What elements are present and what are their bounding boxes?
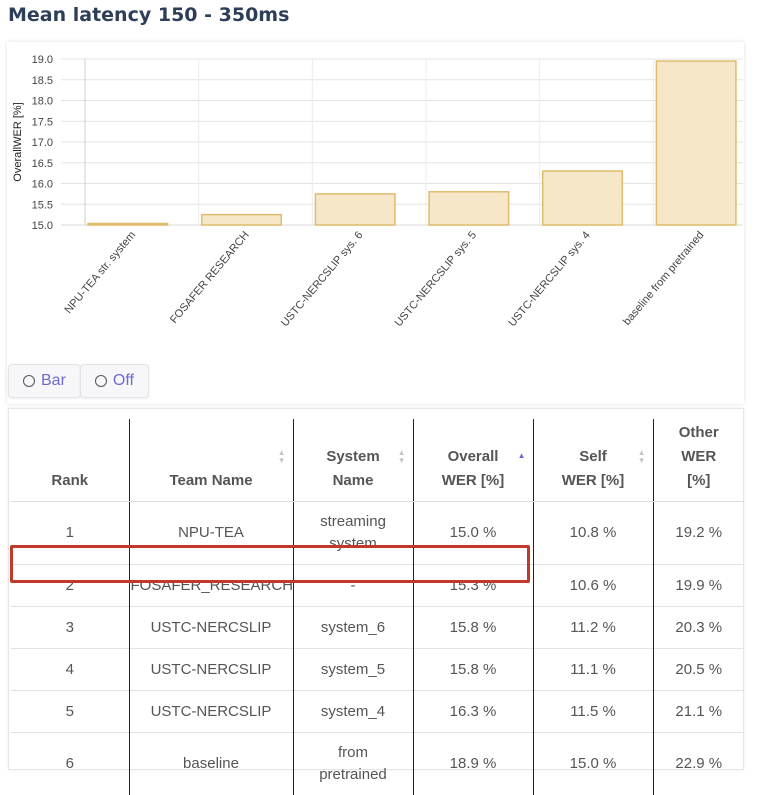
cell-rank: 2	[11, 565, 129, 607]
bar	[543, 171, 623, 225]
cell-system: system_6	[293, 607, 413, 649]
bar	[656, 61, 736, 225]
cell-other-wer: 20.3 %	[653, 607, 744, 649]
radio-icon	[95, 375, 107, 387]
cell-system: system_5	[293, 649, 413, 691]
cell-team: USTC-NERCSLIP	[129, 691, 293, 733]
x-tick-label: USTC-NERCSLIP sys. 4	[506, 229, 592, 329]
page-title: Mean latency 150 - 350ms	[8, 4, 289, 26]
bar	[202, 215, 282, 225]
chart-toggle-group: Bar Off	[8, 364, 149, 398]
cell-system: system_4	[293, 691, 413, 733]
x-tick-label: USTC-NERCSLIP sys. 5	[393, 229, 479, 329]
bar	[88, 224, 168, 226]
table-row: 3 USTC-NERCSLIP system_6 15.8 % 11.2 % 2…	[11, 607, 744, 649]
cell-team: USTC-NERCSLIP	[129, 649, 293, 691]
cell-self-wer: 11.2 %	[533, 607, 653, 649]
header-self-wer[interactable]: Self WER [%] ▲▼	[533, 419, 653, 502]
header-other-wer[interactable]: Other WER [%]	[653, 419, 744, 502]
cell-rank: 4	[11, 649, 129, 691]
table-header-row: Rank Team Name ▲▼ System Name ▲▼ Overall…	[11, 419, 744, 502]
toggle-off-label: Off	[113, 372, 134, 390]
cell-other-wer: 19.2 %	[653, 502, 744, 565]
sort-icon: ▲▼	[398, 449, 406, 465]
header-system-name[interactable]: System Name ▲▼	[293, 419, 413, 502]
results-table-card: Rank Team Name ▲▼ System Name ▲▼ Overall…	[8, 408, 744, 770]
cell-overall-wer: 18.9 %	[413, 733, 533, 795]
table-row: 5 USTC-NERCSLIP system_4 16.3 % 11.5 % 2…	[11, 691, 744, 733]
y-tick-label: 15.0	[32, 220, 53, 232]
cell-overall-wer: 15.8 %	[413, 607, 533, 649]
y-tick-label: 15.5	[32, 199, 53, 211]
y-tick-label: 19.0	[32, 54, 53, 66]
x-tick-label: USTC-NERCSLIP sys. 6	[279, 229, 365, 329]
x-tick-label: FOSAFER RESEARCH	[168, 229, 252, 326]
table-row: 4 USTC-NERCSLIP system_5 15.8 % 11.1 % 2…	[11, 649, 744, 691]
radio-icon	[23, 375, 35, 387]
cell-overall-wer: 15.8 %	[413, 649, 533, 691]
cell-other-wer: 19.9 %	[653, 565, 744, 607]
header-team-name[interactable]: Team Name ▲▼	[129, 419, 293, 502]
cell-rank: 3	[11, 607, 129, 649]
cell-self-wer: 11.5 %	[533, 691, 653, 733]
sort-icon: ▲▼	[638, 449, 646, 465]
cell-overall-wer: 16.3 %	[413, 691, 533, 733]
sort-ascending-icon: ▲	[518, 452, 526, 460]
cell-self-wer: 10.8 %	[533, 502, 653, 565]
bar-chart: 15.0 15.5 16.0 16.5 17.0 17.5 18.0 18.5 19.0 Over…	[7, 42, 744, 364]
cell-self-wer: 15.0 %	[533, 733, 653, 795]
x-tick-label: baseline from pretrained	[621, 229, 706, 328]
y-axis-label: OverallWER [%]	[12, 102, 24, 181]
toggle-off-button[interactable]: Off	[80, 364, 149, 398]
y-tick-label: 18.5	[32, 75, 53, 87]
header-rank[interactable]: Rank	[11, 419, 129, 502]
cell-other-wer: 20.5 %	[653, 649, 744, 691]
cell-other-wer: 21.1 %	[653, 691, 744, 733]
cell-self-wer: 11.1 %	[533, 649, 653, 691]
cell-overall-wer: 15.0 %	[413, 502, 533, 565]
cell-team: baseline	[129, 733, 293, 795]
cell-team: NPU-TEA	[129, 502, 293, 565]
cell-team: FOSAFER_RESEARCH	[129, 565, 293, 607]
chart-card: 15.0 15.5 16.0 16.5 17.0 17.5 18.0 18.5 19.0 Over…	[7, 42, 744, 404]
cell-self-wer: 10.6 %	[533, 565, 653, 607]
bar	[429, 192, 509, 225]
y-tick-label: 17.0	[32, 137, 53, 149]
y-tick-label: 16.0	[32, 179, 53, 191]
results-table: Rank Team Name ▲▼ System Name ▲▼ Overall…	[11, 419, 744, 795]
toggle-bar-button[interactable]: Bar	[8, 364, 81, 398]
bar	[315, 194, 395, 225]
y-tick-label: 18.0	[32, 96, 53, 108]
cell-other-wer: 22.9 %	[653, 733, 744, 795]
cell-overall-wer: 15.3 %	[413, 565, 533, 607]
y-tick-label: 17.5	[32, 116, 53, 128]
cell-rank: 5	[11, 691, 129, 733]
cell-team: USTC-NERCSLIP	[129, 607, 293, 649]
cell-rank: 1	[11, 502, 129, 565]
toggle-bar-label: Bar	[41, 372, 66, 390]
x-tick-label: NPU-TEA str. system	[63, 229, 139, 316]
table-row: 2 FOSAFER_RESEARCH - 15.3 % 10.6 % 19.9 …	[11, 565, 744, 607]
cell-rank: 6	[11, 733, 129, 795]
cell-system: -	[293, 565, 413, 607]
y-tick-label: 16.5	[32, 158, 53, 170]
sort-icon: ▲▼	[278, 449, 286, 465]
header-overall-wer[interactable]: Overall WER [%] ▲	[413, 419, 533, 502]
